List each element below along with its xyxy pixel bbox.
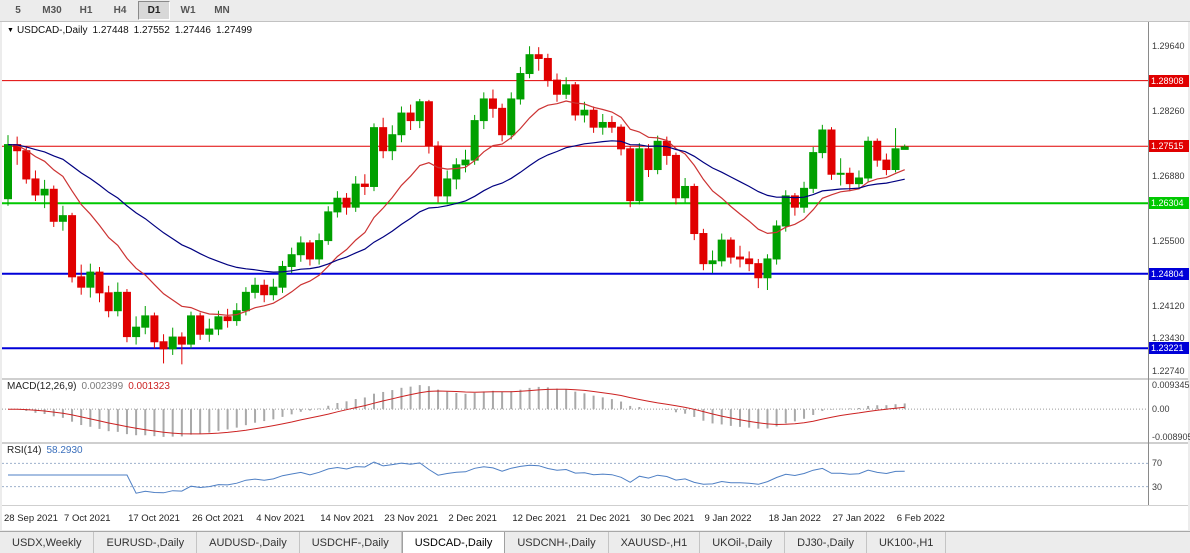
- macd-axis-label: 0.009345: [1152, 380, 1190, 390]
- price-axis-tick: 1.29640: [1152, 41, 1185, 52]
- one-click-trading-arrow-icon[interactable]: ▼: [7, 27, 14, 34]
- macd-signal-value: 0.001323: [128, 381, 170, 392]
- price-axis-tick: 1.22740: [1152, 365, 1185, 376]
- support-resistance-lines[interactable]: [2, 80, 1148, 350]
- quote-open: 1.27448: [92, 25, 129, 36]
- date-axis-label: 18 Jan 2022: [768, 513, 821, 524]
- macd-indicator: [2, 385, 1148, 437]
- date-axis-label: 23 Nov 2021: [384, 513, 439, 524]
- date-axis-label: 17 Oct 2021: [128, 513, 180, 524]
- quote-high: 1.27552: [133, 25, 170, 36]
- chart-tab-usdchf-daily[interactable]: USDCHF-,Daily: [299, 532, 402, 553]
- timeframe-button-d1[interactable]: D1: [138, 1, 170, 20]
- chart-tab-usdcnh-daily[interactable]: USDCNH-,Daily: [505, 532, 609, 553]
- date-axis-label: 14 Nov 2021: [320, 513, 375, 524]
- timeframe-button-w1[interactable]: W1: [180, 5, 196, 16]
- rsi-name: RSI(14): [7, 445, 42, 456]
- chart-title: ▼ USDCAD-,Daily 1.27448 1.27552 1.27446 1.274…: [7, 25, 252, 36]
- price-level-badge: 1.23221: [1149, 342, 1189, 355]
- candlestick-series: [4, 46, 909, 365]
- chart-tab-eurusd-daily[interactable]: EURUSD-,Daily: [94, 532, 198, 553]
- rsi-axis-label: 30: [1152, 481, 1163, 492]
- date-axis-label: 7 Oct 2021: [64, 513, 111, 524]
- price-level-badge: 1.28908: [1149, 74, 1189, 87]
- timeframe-button-h1[interactable]: H1: [79, 5, 93, 16]
- macd-axis-label: 0.00: [1152, 404, 1170, 415]
- timeframe-toolbar: 5 M30 H1 H4 D1 W1 MN: [0, 0, 1190, 22]
- date-axis-label: 4 Nov 2021: [256, 513, 305, 524]
- date-axis-label: 21 Dec 2021: [576, 513, 631, 524]
- price-axis-tick: 1.28260: [1152, 106, 1185, 117]
- moving-averages: [7, 100, 905, 316]
- macd-axis-label: -0.008905: [1152, 432, 1190, 442]
- price-level-badge: 1.27515: [1149, 140, 1189, 153]
- chart-tab-uk100-h1[interactable]: UK100-,H1: [866, 532, 947, 553]
- rsi-axis-label: 70: [1152, 458, 1163, 469]
- chart-tabs-bar: USDX,Weekly EURUSD-,Daily AUDUSD-,Daily USD…: [0, 531, 1190, 553]
- pane-separators[interactable]: [2, 378, 1188, 506]
- chart-tab-usdx-weekly[interactable]: USDX,Weekly: [0, 532, 95, 553]
- rsi-indicator: [2, 461, 1148, 494]
- chart-tab-usdcad-daily[interactable]: USDCAD-,Daily: [401, 532, 506, 553]
- rsi-value: 58.2930: [46, 445, 83, 456]
- macd-name: MACD(12,26,9): [7, 381, 77, 392]
- quote-low: 1.27446: [174, 25, 211, 36]
- price-level-badge: 1.26304: [1149, 197, 1189, 210]
- date-axis-label: 12 Dec 2021: [512, 513, 567, 524]
- chart-area[interactable]: ▼ USDCAD-,Daily 1.27448 1.27552 1.27446 1.274…: [2, 22, 1190, 530]
- date-axis-label: 27 Jan 2022: [832, 513, 885, 524]
- date-axis-label: 28 Sep 2021: [4, 513, 58, 524]
- price-axis-tick: 1.25500: [1152, 236, 1185, 247]
- macd-main-value: 0.002399: [81, 381, 124, 392]
- rsi-label: RSI(14) 58.2930: [7, 445, 83, 456]
- price-axis-tick: 1.23430: [1152, 333, 1185, 344]
- date-axis-label: 30 Dec 2021: [640, 513, 695, 524]
- chart-tab-audusd-daily[interactable]: AUDUSD-,Daily: [197, 532, 300, 553]
- timeframe-button-mn[interactable]: MN: [214, 5, 230, 16]
- chart-symbol-period: USDCAD-,Daily: [16, 25, 88, 36]
- price-axis-tick: 1.26880: [1152, 171, 1185, 182]
- quote-close: 1.27499: [215, 25, 253, 36]
- timeframe-button-5[interactable]: 5: [15, 5, 21, 16]
- date-axis-label: 9 Jan 2022: [704, 513, 752, 524]
- chart-tab-dj30-daily[interactable]: DJ30-,Daily: [785, 532, 867, 553]
- macd-label: MACD(12,26,9) 0.002399 0.001323: [7, 381, 170, 392]
- date-axis-label: 6 Feb 2022: [896, 513, 945, 524]
- date-axis-label: 2 Dec 2021: [448, 513, 497, 524]
- date-axis-label: 26 Oct 2021: [192, 513, 244, 524]
- timeframe-button-m30[interactable]: M30: [42, 5, 62, 16]
- chart-tab-ukoil-daily[interactable]: UKOil-,Daily: [700, 532, 786, 553]
- price-level-badge: 1.24804: [1149, 267, 1189, 280]
- timeframe-button-h4[interactable]: H4: [113, 5, 127, 16]
- chart-tab-xauusd-h1[interactable]: XAUUSD-,H1: [608, 532, 701, 553]
- price-axis-tick: 1.24120: [1152, 301, 1185, 311]
- chart-canvas[interactable]: [2, 22, 1188, 530]
